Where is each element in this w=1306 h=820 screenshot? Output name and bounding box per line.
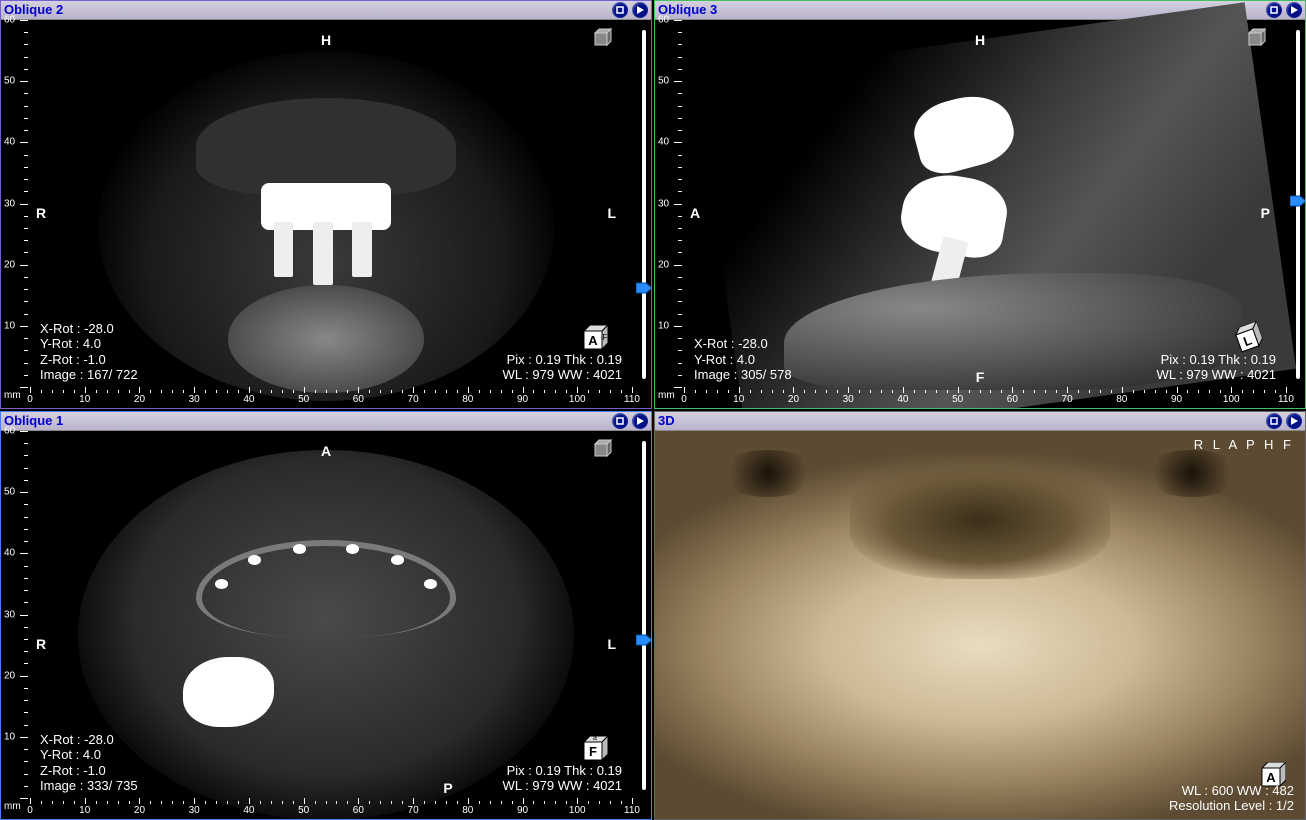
viewport-3d[interactable]: [654, 431, 1306, 820]
ruler-vertical: 102030405060mm: [4, 431, 32, 798]
titlebar-oblique1: Oblique 1: [0, 411, 652, 431]
ruler-horizontal: 0102030405060708090100110: [684, 387, 1286, 405]
ct-molar: [183, 657, 274, 727]
ruler-vertical: 102030405060mm: [4, 20, 32, 387]
fullscreen-cube-icon[interactable]: [590, 28, 612, 50]
axis-cube-icon[interactable]: AF: [580, 325, 608, 353]
svg-text:F: F: [589, 744, 597, 759]
pixel-info: WL : 600 WW : 482 Resolution Level : 1/2: [1169, 783, 1294, 814]
wl-ww-label: WL : 979 WW : 4021: [503, 367, 622, 383]
maximize-button[interactable]: [1266, 413, 1282, 429]
title-3d: 3D: [658, 413, 675, 428]
zrot-label: Z-Rot : -1.0: [40, 352, 138, 368]
orient-left: A: [690, 205, 700, 221]
pix-thk-label: Pix : 0.19 Thk : 0.19: [503, 352, 622, 368]
orient-bottom: P: [443, 780, 452, 796]
orient-left: R: [36, 636, 46, 652]
ct-dot: [346, 544, 359, 554]
zrot-label: Z-Rot : -1.0: [40, 763, 138, 779]
play-button[interactable]: [632, 413, 648, 429]
wl-ww-label: WL : 600 WW : 482: [1169, 783, 1294, 799]
ct-nasal: [196, 98, 457, 195]
play-button[interactable]: [1286, 413, 1302, 429]
maximize-button[interactable]: [1266, 2, 1282, 18]
pixel-info: Pix : 0.19 Thk : 0.19 WL : 979 WW : 4021: [503, 763, 622, 794]
image-index-label: Image : 333/ 735: [40, 778, 138, 794]
xrot-label: X-Rot : -28.0: [40, 321, 138, 337]
titlebar-buttons: [612, 413, 648, 429]
wl-ww-label: WL : 979 WW : 4021: [503, 778, 622, 794]
ruler-horizontal: 0102030405060708090100110: [30, 387, 632, 405]
pane-oblique1: Oblique 1 A R L P Fa X-: [0, 411, 652, 820]
titlebar-oblique2: Oblique 2: [0, 0, 652, 20]
pix-thk-label: Pix : 0.19 Thk : 0.19: [1157, 352, 1276, 368]
ct-dot: [424, 579, 437, 589]
svg-text:F: F: [603, 333, 608, 342]
ruler-horizontal: 0102030405060708090100110: [30, 798, 632, 816]
titlebar-buttons: [612, 2, 648, 18]
orient-bottom: F: [976, 369, 985, 385]
orient-left: R: [36, 205, 46, 221]
orient-right: L: [607, 636, 616, 652]
pix-thk-label: Pix : 0.19 Thk : 0.19: [503, 763, 622, 779]
axis-cube-icon[interactable]: Fa: [580, 736, 608, 764]
titlebar-3d: 3D: [654, 411, 1306, 431]
pane-3d: 3D R L A P H F A WL : 600 WW : 482 Resol…: [654, 411, 1306, 820]
pane-oblique2: Oblique 2 H R L AF X-Rot : -28.0 Y-: [0, 0, 652, 409]
slice-slider[interactable]: [1296, 30, 1300, 379]
ct-dot: [215, 579, 228, 589]
orient-top: A: [321, 443, 331, 459]
ct-root2: [313, 222, 333, 284]
xrot-label: X-Rot : -28.0: [694, 336, 792, 352]
ct-dot: [248, 555, 261, 565]
pixel-info: Pix : 0.19 Thk : 0.19 WL : 979 WW : 4021: [503, 352, 622, 383]
slice-slider[interactable]: [642, 441, 646, 790]
resolution-label: Resolution Level : 1/2: [1169, 798, 1294, 814]
ct-root3: [352, 222, 372, 276]
orient-top: H: [321, 32, 331, 48]
svg-text:a: a: [593, 736, 597, 742]
slice-slider-knob[interactable]: [636, 281, 652, 295]
rotation-info: X-Rot : -28.0 Y-Rot : 4.0 Z-Rot : -1.0 I…: [40, 321, 138, 383]
play-button[interactable]: [1286, 2, 1302, 18]
threed-hole-l: [719, 450, 817, 497]
ruler-vertical: 102030405060mm: [658, 20, 686, 387]
pixel-info: Pix : 0.19 Thk : 0.19 WL : 979 WW : 4021: [1157, 352, 1276, 383]
orient-top: H: [975, 32, 985, 48]
slice-slider-knob[interactable]: [1290, 194, 1306, 208]
orient-right: L: [607, 205, 616, 221]
play-button[interactable]: [632, 2, 648, 18]
slice-slider-knob[interactable]: [636, 633, 652, 647]
threed-cavity: [850, 462, 1111, 579]
rotation-info: X-Rot : -28.0 Y-Rot : 4.0 Z-Rot : -1.0 I…: [40, 732, 138, 794]
yrot-label: Y-Rot : 4.0: [40, 747, 138, 763]
slice-slider[interactable]: [642, 30, 646, 379]
orient-right: P: [1261, 205, 1270, 221]
titlebar-buttons: [1266, 413, 1302, 429]
ct-dot: [293, 544, 306, 554]
svg-text:A: A: [588, 333, 598, 348]
xrot-label: X-Rot : -28.0: [40, 732, 138, 748]
fullscreen-cube-icon[interactable]: [590, 439, 612, 461]
ct-root1: [274, 222, 294, 276]
pane-oblique3: Oblique 3 H A P F L X-Rot : -28.0 Y-Rot …: [654, 0, 1306, 409]
maximize-button[interactable]: [612, 2, 628, 18]
yrot-label: Y-Rot : 4.0: [40, 336, 138, 352]
wl-ww-label: WL : 979 WW : 4021: [1157, 367, 1276, 383]
image-index-label: Image : 305/ 578: [694, 367, 792, 383]
viewer-grid: Oblique 2 H R L AF X-Rot : -28.0 Y-: [0, 0, 1306, 820]
image-index-label: Image : 167/ 722: [40, 367, 138, 383]
fullscreen-cube-icon[interactable]: [1244, 28, 1266, 50]
orientation-letters: R L A P H F: [1194, 437, 1294, 452]
ct-mandible: [228, 285, 424, 394]
threed-hole-r: [1143, 450, 1241, 497]
titlebar-buttons: [1266, 2, 1302, 18]
rotation-info: X-Rot : -28.0 Y-Rot : 4.0 Image : 305/ 5…: [694, 336, 792, 383]
yrot-label: Y-Rot : 4.0: [694, 352, 792, 368]
maximize-button[interactable]: [612, 413, 628, 429]
